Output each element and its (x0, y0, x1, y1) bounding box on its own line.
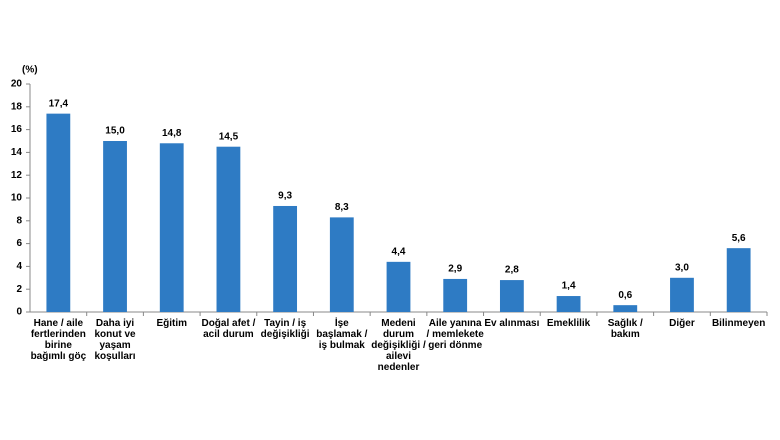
bar (556, 296, 581, 312)
value-label: 0,6 (618, 290, 632, 301)
y-tick-label: 0 (16, 307, 22, 318)
bar (670, 277, 694, 312)
y-tick-label: 16 (11, 124, 23, 135)
x-tick-label: Eğitim (156, 318, 187, 329)
y-tick-label: 2 (16, 284, 22, 295)
y-tick-label: 10 (11, 193, 23, 204)
bar (273, 205, 298, 312)
value-label: 17,4 (49, 98, 69, 109)
x-tick-label: Diğer (669, 318, 695, 329)
x-tick-label: Bilinmeyen (711, 318, 766, 329)
value-label: 2,9 (448, 264, 462, 275)
bar (159, 143, 184, 312)
value-label: 14,8 (162, 128, 182, 139)
bar (613, 305, 638, 312)
x-tick-label: Daha iyi konut ve yaşam koşulları (94, 318, 136, 362)
x-tick-label: Medeni durum değişikliği / ailevi nedenl… (371, 318, 426, 373)
bar (499, 280, 524, 312)
value-label: 4,4 (392, 246, 406, 257)
y-tick-label: 4 (16, 261, 22, 272)
value-label: 8,3 (335, 202, 349, 213)
y-tick-label: 20 (11, 79, 23, 90)
y-tick-label: 12 (11, 170, 23, 181)
x-tick-label: Doğal afet / acil durum (201, 318, 256, 340)
bar (386, 261, 411, 312)
value-label: 2,8 (505, 265, 519, 276)
bar (329, 217, 354, 312)
bar (726, 248, 751, 312)
bar (216, 146, 241, 312)
value-label: 15,0 (105, 126, 125, 137)
y-tick-label: 18 (11, 101, 23, 112)
y-tick-label: 6 (16, 238, 22, 249)
y-tick-label: 14 (11, 147, 23, 158)
y-axis-label: (%) (22, 65, 38, 76)
value-label: 3,0 (675, 262, 689, 273)
value-label: 14,5 (219, 131, 239, 142)
bar (443, 278, 468, 312)
value-label: 9,3 (278, 191, 292, 202)
bar (46, 113, 71, 312)
value-label: 5,6 (732, 233, 746, 244)
y-tick-label: 8 (16, 215, 22, 226)
x-tick-label: İşe başlamak / iş bulmak (316, 318, 368, 351)
value-label: 1,4 (562, 281, 576, 292)
x-tick-label: Emeklilik (546, 318, 591, 329)
x-tick-label: Hane / aile fertlerinden birine bağımlı … (30, 318, 87, 362)
x-tick-label: Ev alınması (484, 318, 540, 329)
x-tick-label: Sağlık / bakım (607, 318, 643, 340)
bar (103, 141, 127, 312)
x-tick-label: Tayin / iş değişikliği (260, 318, 310, 340)
x-tick-label: Aile yanına / memlekete geri dönme (426, 318, 484, 351)
